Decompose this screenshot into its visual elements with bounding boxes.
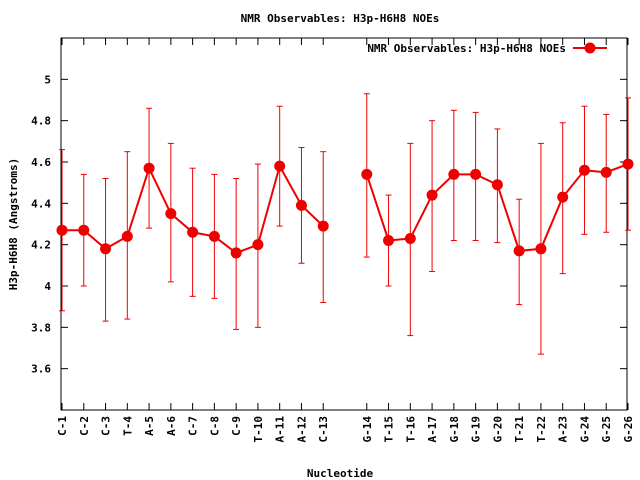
y-axis: 3.6 3.8 4 4.2 4.4 4.6 4.8 5	[31, 73, 627, 376]
data-point	[491, 179, 503, 191]
data-point	[230, 247, 242, 259]
x-tick-label: T-4	[121, 416, 134, 436]
x-tick-label: C-9	[230, 416, 243, 436]
legend: NMR Observables: H3p-H6H8 NOEs	[367, 42, 607, 55]
data-point	[100, 243, 112, 255]
x-tick-label: T-15	[383, 416, 396, 443]
plot-frame	[60, 37, 628, 411]
y-tick-label: 3.8	[31, 321, 51, 334]
x-tick-label: C-8	[208, 416, 221, 436]
data-point	[578, 164, 590, 176]
data-point	[187, 226, 199, 238]
x-tick-label: G-20	[491, 416, 504, 443]
data-point	[404, 232, 416, 244]
data-point	[600, 166, 612, 178]
x-tick-label: T-10	[252, 416, 265, 443]
y-tick-label: 4.6	[31, 156, 51, 169]
data-point	[622, 158, 634, 170]
x-tick-label: C-3	[100, 416, 113, 436]
data-point	[470, 168, 482, 180]
y-tick-label: 4	[44, 280, 51, 293]
chart-title: NMR Observables: H3p-H6H8 NOEs	[241, 12, 440, 25]
x-tick-label: C-2	[78, 416, 91, 436]
x-tick-label: G-14	[361, 416, 374, 443]
data-point	[383, 235, 395, 247]
x-tick-label: G-25	[600, 416, 613, 443]
x-axis: C-1 C-2 C-3 T-4 A-5 A-6 C-7 C-8 C-9 T-10 A-11 A-12 C…	[56, 38, 635, 443]
x-tick-label: T-21	[513, 416, 526, 443]
error-bars	[59, 93, 631, 355]
x-tick-label: C-13	[317, 416, 330, 443]
legend-label: NMR Observables: H3p-H6H8 NOEs	[367, 42, 566, 55]
x-tick-label: G-24	[578, 416, 591, 443]
x-tick-label: A-23	[557, 416, 570, 443]
x-tick-label: A-17	[426, 416, 439, 443]
y-tick-label: 4.4	[31, 197, 51, 210]
data-point	[535, 243, 547, 255]
data-point	[317, 220, 329, 232]
y-tick-label: 4.2	[31, 239, 51, 252]
data-point	[448, 168, 460, 180]
data-point	[143, 162, 155, 174]
data-point	[513, 245, 525, 257]
data-point	[121, 230, 133, 242]
x-tick-label: T-16	[404, 416, 417, 443]
x-tick-label: C-1	[56, 416, 69, 436]
data-point	[361, 168, 373, 180]
data-point	[252, 239, 264, 251]
y-tick-label: 3.6	[31, 363, 51, 376]
y-tick-label: 5	[44, 73, 51, 86]
x-tick-label: G-19	[470, 416, 483, 443]
data-point	[274, 160, 286, 172]
data-point	[78, 224, 90, 236]
data-point	[557, 191, 569, 203]
data-point	[208, 230, 220, 242]
x-tick-label: G-26	[622, 416, 635, 443]
x-axis-label: Nucleotide	[307, 467, 374, 480]
data-point	[295, 199, 307, 211]
y-tick-label: 4.8	[31, 115, 51, 128]
x-tick-label: A-11	[274, 416, 287, 443]
data-point	[426, 189, 438, 201]
x-tick-label: A-12	[295, 416, 308, 443]
y-axis-label: H3p-H6H8 (Angstroms)	[7, 158, 20, 290]
x-tick-label: A-6	[165, 416, 178, 436]
x-tick-label: T-22	[535, 416, 548, 443]
x-tick-label: C-7	[187, 416, 200, 436]
x-tick-label: A-5	[143, 416, 156, 436]
data-point	[165, 208, 177, 220]
series-points	[56, 158, 634, 259]
x-tick-label: G-18	[448, 416, 461, 443]
legend-marker	[584, 42, 596, 54]
series-lines	[62, 163, 629, 255]
data-point	[56, 224, 68, 236]
